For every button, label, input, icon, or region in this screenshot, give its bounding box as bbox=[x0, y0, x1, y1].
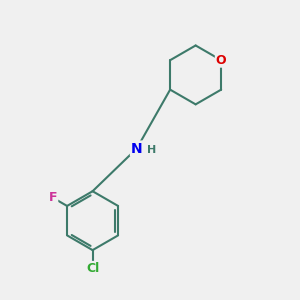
Text: N: N bbox=[131, 142, 142, 155]
Text: H: H bbox=[147, 145, 157, 155]
Text: O: O bbox=[216, 54, 226, 67]
Text: Cl: Cl bbox=[86, 262, 99, 275]
Text: F: F bbox=[49, 191, 57, 204]
